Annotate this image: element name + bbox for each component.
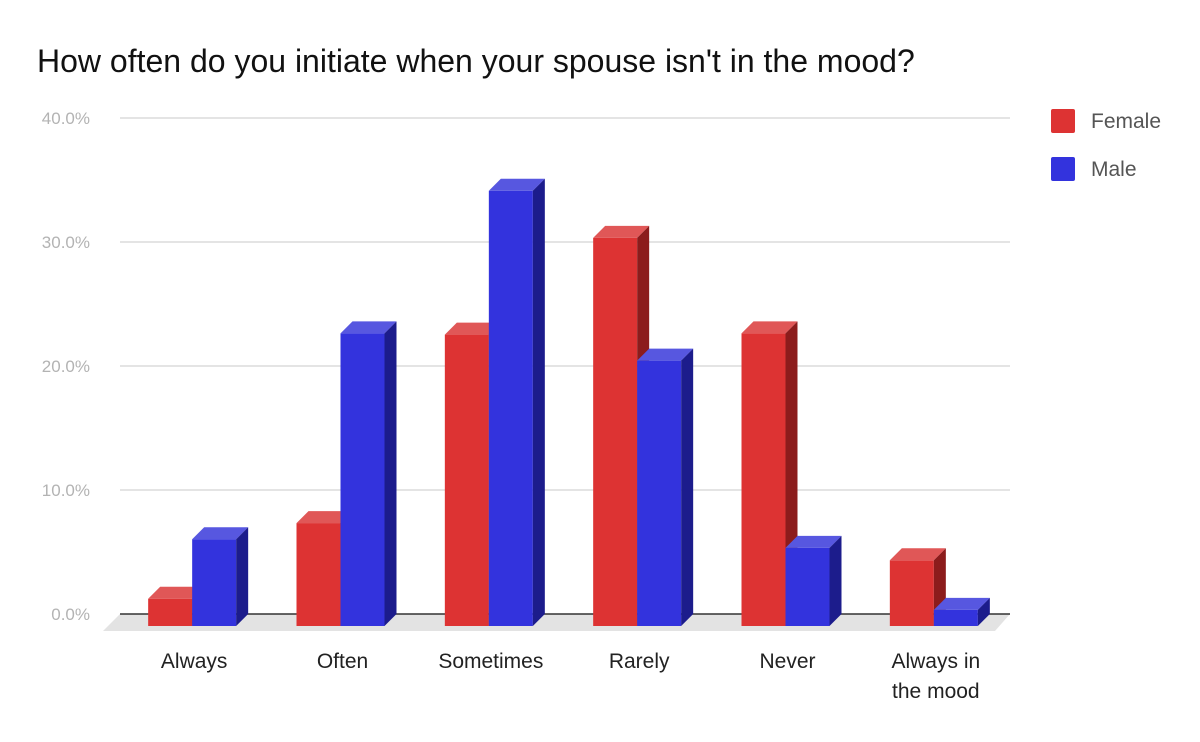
x-tick-label: Always: [161, 650, 228, 673]
bar-top: [741, 321, 798, 334]
bar-front: [192, 539, 237, 626]
x-tick-label: Always in: [891, 650, 980, 673]
bar-front: [444, 334, 489, 626]
bar-male-never: [785, 535, 842, 626]
bar-top: [192, 527, 249, 540]
bar-top: [785, 535, 842, 548]
bar-male-rarely: [637, 348, 694, 626]
bar-side: [532, 178, 545, 626]
legend-item-male: Male: [1051, 157, 1137, 181]
bar-front: [785, 547, 830, 626]
bar-front: [148, 598, 193, 626]
y-axis-ticks: 0.0% 10.0% 20.0% 30.0% 40.0%: [42, 109, 90, 624]
bar-front: [296, 523, 341, 626]
bar-front: [933, 609, 978, 626]
bar-top: [296, 511, 353, 524]
bar-top: [488, 178, 545, 191]
x-tick-label: Often: [317, 650, 368, 673]
legend: Female Male: [1051, 109, 1161, 181]
chart-title: How often do you initiate when your spou…: [37, 43, 915, 79]
legend-item-female: Female: [1051, 109, 1161, 133]
bar-front: [488, 190, 533, 626]
bar-front: [340, 333, 385, 626]
bar-male-always: [192, 527, 249, 626]
bar-male-sometimes: [488, 178, 545, 626]
x-tick-label: Never: [759, 650, 815, 673]
bar-female-always-in-the-mood: [889, 548, 946, 626]
bar-front: [741, 333, 786, 626]
x-tick-label: the mood: [892, 680, 980, 703]
bar-front: [593, 237, 638, 626]
bar-top: [340, 321, 397, 334]
x-axis-labels: Always Often Sometimes Rarely Never Always in…: [161, 650, 980, 703]
legend-label: Female: [1091, 110, 1161, 133]
x-tick-label: Sometimes: [438, 650, 543, 673]
bar-front: [637, 360, 682, 626]
legend-swatch: [1051, 109, 1075, 133]
y-tick-label: 30.0%: [42, 233, 90, 252]
bar-side: [384, 321, 397, 626]
y-tick-label: 10.0%: [42, 481, 90, 500]
y-tick-label: 40.0%: [42, 109, 90, 128]
y-tick-label: 20.0%: [42, 357, 90, 376]
legend-label: Male: [1091, 158, 1137, 181]
bar-male-always-in-the-mood: [933, 597, 990, 626]
bars: [148, 178, 990, 626]
bar-top: [889, 548, 946, 561]
x-tick-label: Rarely: [609, 650, 670, 673]
bar-side: [977, 597, 990, 626]
bar-top: [593, 225, 650, 238]
bar-front: [889, 560, 934, 626]
bar-side: [829, 535, 842, 626]
bar-top: [444, 322, 501, 335]
bar-top: [637, 348, 694, 361]
gridlines: [120, 117, 1010, 615]
bar-side: [681, 348, 694, 626]
bar-male-often: [340, 321, 397, 626]
bar-top: [148, 586, 205, 599]
legend-swatch: [1051, 157, 1075, 181]
bar-top: [933, 597, 990, 610]
y-tick-label: 0.0%: [51, 605, 90, 624]
bar-side: [236, 527, 249, 626]
